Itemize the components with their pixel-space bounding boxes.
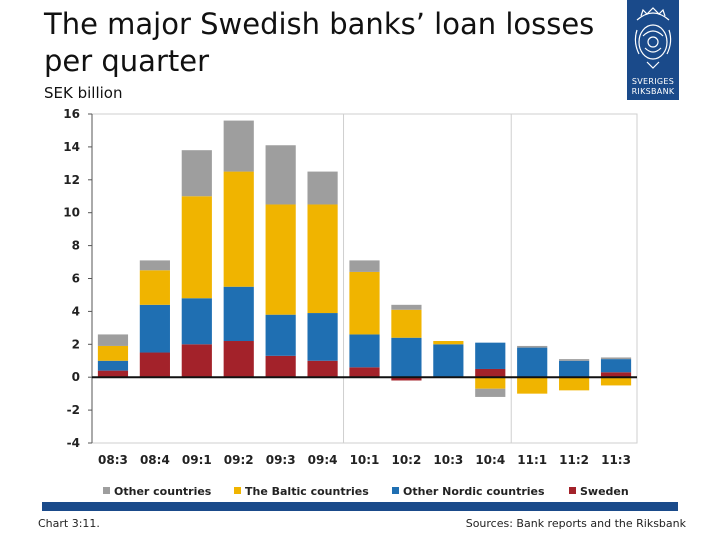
bar-other-nordic-countries-09:4 [307,313,338,361]
chart-number: Chart 3:11. [38,517,100,530]
y-tick-label: 2 [72,337,80,351]
x-tick-label: 10:1 [350,453,380,467]
x-tick-label: 11:1 [517,453,547,467]
y-tick-label: 12 [63,173,80,187]
bar-other-countries-10:4 [475,388,506,397]
bar-other-countries-11:1 [517,345,548,348]
bar-the-baltic-countries-10:2 [391,309,422,338]
bar-sweden-10:4 [475,368,506,378]
bar-other-nordic-countries-11:3 [600,359,632,373]
x-tick-label: 10:2 [391,453,421,467]
bar-other-nordic-countries-10:3 [433,344,464,378]
legend-label: Sweden [580,485,629,498]
bar-the-baltic-countries-10:3 [433,341,464,345]
y-tick-label: 8 [72,239,80,253]
riksbank-crest-icon [634,7,672,69]
bar-other-nordic-countries-10:4 [475,342,506,369]
x-tick-label: 08:4 [140,453,170,467]
y-tick-label: -2 [67,403,80,417]
bar-other-nordic-countries-09:2 [223,286,254,342]
bar-the-baltic-countries-08:4 [139,270,170,305]
y-tick-label: -4 [67,436,80,450]
x-tick-label: 11:2 [559,453,589,467]
bar-other-countries-10:2 [391,304,422,310]
x-tick-label: 09:1 [182,453,212,467]
x-tick-label: 08:3 [98,453,128,467]
bar-other-nordic-countries-09:1 [181,298,212,345]
x-tick-label: 09:4 [308,453,338,467]
bar-the-baltic-countries-09:3 [265,204,296,315]
bar-the-baltic-countries-11:2 [559,377,590,391]
bar-sweden-09:4 [307,360,338,378]
y-axis-unit: SEK billion [44,84,123,102]
bar-sweden-08:4 [139,352,170,378]
bar-sweden-08:3 [97,370,129,378]
legend-label: The Baltic countries [245,485,369,498]
y-tick-label: 10 [63,206,80,220]
chart-title: The major Swedish banks’ loan losses per… [44,7,595,78]
bar-other-nordic-countries-08:4 [139,304,170,353]
bar-other-countries-09:1 [181,150,212,197]
legend-swatch [234,487,241,494]
bar-sweden-09:3 [265,355,296,378]
legend-label: Other Nordic countries [403,485,545,498]
footer-bar [42,502,678,511]
bar-the-baltic-countries-09:2 [223,171,254,287]
legend-swatch [392,487,399,494]
bar-the-baltic-countries-10:1 [349,271,380,335]
bar-other-countries-08:3 [97,334,129,346]
bar-the-baltic-countries-11:3 [600,377,632,386]
bar-sweden-09:1 [181,344,212,378]
y-tick-label: 4 [72,304,80,318]
logo-text-sveriges: SVERIGES [631,77,675,86]
bar-other-countries-09:2 [223,120,254,172]
bar-other-nordic-countries-10:1 [349,334,380,368]
bar-other-countries-08:4 [139,260,170,271]
bar-the-baltic-countries-10:4 [475,377,506,389]
x-tick-label: 10:4 [475,453,505,467]
x-tick-label: 09:2 [224,453,254,467]
bar-other-countries-09:4 [307,171,338,205]
y-tick-label: 14 [63,140,80,154]
bar-the-baltic-countries-09:4 [307,204,338,314]
bar-other-nordic-countries-08:3 [97,360,129,371]
bar-sweden-10:2 [391,377,422,381]
x-tick-label: 11:3 [601,453,631,467]
bar-other-nordic-countries-11:2 [559,360,590,378]
logo-text-riksbank: RIKSBANK [631,87,675,96]
bar-the-baltic-countries-09:1 [181,196,212,299]
bar-sweden-10:1 [349,367,380,378]
legend-label: Other countries [114,485,212,498]
y-tick-label: 0 [72,370,80,384]
bar-sweden-11:3 [600,372,632,378]
bar-other-nordic-countries-11:1 [517,347,548,378]
bar-sweden-09:2 [223,341,254,378]
x-tick-label: 09:3 [266,453,296,467]
bar-other-countries-10:1 [349,260,380,272]
bar-other-nordic-countries-09:3 [265,314,296,356]
x-tick-label: 10:3 [433,453,463,467]
legend-swatch [103,487,110,494]
y-tick-label: 16 [63,107,80,121]
legend-swatch [569,487,576,494]
bar-the-baltic-countries-11:1 [517,377,548,394]
source-note: Sources: Bank reports and the Riksbank [465,517,686,530]
bar-the-baltic-countries-08:3 [97,345,129,361]
bar-other-nordic-countries-10:2 [391,337,422,378]
y-tick-label: 6 [72,272,80,286]
riksbank-logo: SVERIGES RIKSBANK [627,0,679,100]
bar-other-countries-09:3 [265,145,296,205]
bar-other-countries-11:2 [559,359,590,361]
bar-other-countries-11:3 [600,357,632,360]
